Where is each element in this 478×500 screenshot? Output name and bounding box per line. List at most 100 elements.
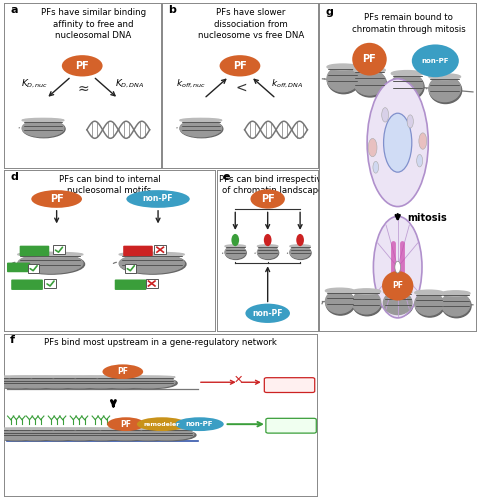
Text: non-PF: non-PF: [143, 194, 174, 203]
Ellipse shape: [225, 245, 246, 248]
Text: remodeler: remodeler: [144, 422, 180, 426]
Text: f: f: [10, 335, 15, 345]
Ellipse shape: [290, 246, 310, 258]
Text: PF: PF: [355, 52, 369, 62]
Ellipse shape: [219, 55, 261, 76]
Text: mitosis: mitosis: [407, 213, 447, 223]
Ellipse shape: [417, 120, 456, 136]
Ellipse shape: [352, 290, 380, 314]
Text: $k_{off,DNA}$: $k_{off,DNA}$: [271, 78, 303, 90]
Text: ✕: ✕: [234, 375, 243, 385]
Circle shape: [395, 261, 401, 273]
Circle shape: [419, 133, 427, 149]
Ellipse shape: [120, 428, 175, 440]
Text: e: e: [222, 172, 229, 181]
Ellipse shape: [140, 428, 194, 440]
Text: d: d: [10, 172, 18, 181]
Ellipse shape: [0, 378, 45, 388]
Ellipse shape: [392, 74, 424, 100]
Ellipse shape: [99, 428, 153, 440]
Ellipse shape: [175, 418, 224, 431]
Ellipse shape: [383, 290, 412, 294]
Ellipse shape: [9, 378, 65, 388]
Ellipse shape: [74, 376, 128, 388]
Text: non-PF: non-PF: [422, 58, 449, 64]
Ellipse shape: [327, 67, 360, 94]
Ellipse shape: [258, 246, 279, 260]
Ellipse shape: [53, 430, 108, 440]
Bar: [44, 279, 56, 288]
Ellipse shape: [30, 428, 84, 440]
Text: PF: PF: [233, 61, 247, 71]
Ellipse shape: [141, 430, 196, 440]
Ellipse shape: [8, 376, 62, 388]
Ellipse shape: [326, 291, 355, 315]
Ellipse shape: [126, 190, 190, 208]
Text: PFs bind most upstream in a gene-regulatory network: PFs bind most upstream in a gene-regulat…: [44, 338, 277, 347]
Ellipse shape: [9, 430, 65, 440]
Ellipse shape: [137, 418, 187, 431]
Ellipse shape: [417, 119, 456, 122]
Circle shape: [383, 113, 412, 172]
Ellipse shape: [30, 376, 84, 378]
Ellipse shape: [122, 430, 177, 440]
Ellipse shape: [415, 290, 443, 296]
Ellipse shape: [75, 430, 130, 440]
Text: PFs have special DBD
structures that allow
nucleosomal binding: PFs have special DBD structures that all…: [362, 8, 456, 40]
Text: $<$: $<$: [232, 81, 248, 95]
Ellipse shape: [120, 428, 175, 430]
Text: $k_{off,nuc}$: $k_{off,nuc}$: [176, 78, 206, 90]
Ellipse shape: [413, 47, 460, 68]
Ellipse shape: [0, 430, 45, 440]
FancyBboxPatch shape: [20, 246, 49, 256]
FancyBboxPatch shape: [264, 378, 315, 392]
Bar: [53, 246, 65, 254]
Circle shape: [382, 108, 389, 122]
Ellipse shape: [53, 378, 108, 388]
Ellipse shape: [0, 376, 43, 378]
Ellipse shape: [429, 77, 462, 104]
Ellipse shape: [383, 291, 412, 314]
Bar: [28, 264, 39, 272]
Ellipse shape: [96, 376, 150, 388]
Ellipse shape: [417, 120, 458, 137]
Ellipse shape: [442, 292, 470, 316]
Ellipse shape: [18, 252, 83, 256]
Ellipse shape: [100, 430, 155, 440]
Text: PFs remain bound to
chromatin through mitosis: PFs remain bound to chromatin through mi…: [352, 14, 466, 34]
Ellipse shape: [122, 378, 177, 388]
Ellipse shape: [18, 254, 83, 273]
Ellipse shape: [120, 376, 175, 388]
Ellipse shape: [180, 120, 223, 138]
Circle shape: [367, 79, 428, 206]
Text: $K_{D,DNA}$: $K_{D,DNA}$: [115, 78, 144, 90]
Ellipse shape: [412, 44, 459, 77]
Ellipse shape: [75, 378, 130, 388]
Circle shape: [231, 234, 239, 246]
Bar: [125, 264, 136, 272]
Ellipse shape: [342, 120, 382, 137]
Circle shape: [373, 162, 379, 173]
Ellipse shape: [353, 292, 381, 316]
Circle shape: [407, 115, 413, 128]
Ellipse shape: [352, 43, 387, 76]
Ellipse shape: [341, 47, 382, 68]
Ellipse shape: [22, 120, 64, 136]
Ellipse shape: [180, 120, 222, 136]
Ellipse shape: [52, 428, 106, 430]
Ellipse shape: [140, 428, 194, 430]
Ellipse shape: [52, 376, 106, 378]
Text: non-PF: non-PF: [252, 309, 283, 318]
FancyBboxPatch shape: [123, 246, 153, 256]
Text: !: !: [444, 107, 450, 120]
Text: PF: PF: [76, 61, 89, 71]
Ellipse shape: [327, 64, 358, 70]
Ellipse shape: [18, 254, 85, 274]
Text: $K_{D,nuc}$: $K_{D,nuc}$: [22, 78, 49, 90]
Ellipse shape: [97, 378, 152, 388]
Ellipse shape: [342, 120, 381, 136]
Ellipse shape: [0, 428, 43, 440]
Ellipse shape: [354, 68, 385, 73]
Text: PF: PF: [120, 420, 131, 428]
Ellipse shape: [258, 245, 278, 248]
